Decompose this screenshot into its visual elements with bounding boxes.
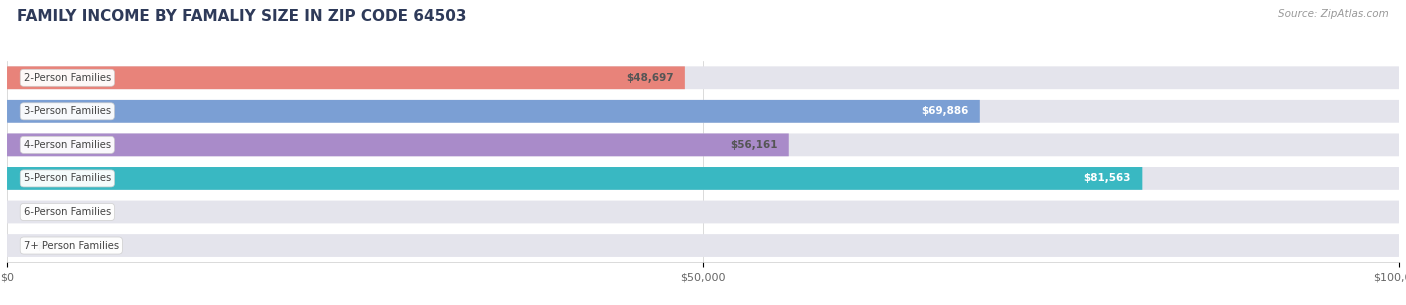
- FancyBboxPatch shape: [7, 66, 1399, 89]
- FancyBboxPatch shape: [7, 134, 1399, 156]
- Text: 3-Person Families: 3-Person Families: [24, 106, 111, 116]
- FancyBboxPatch shape: [7, 66, 685, 89]
- FancyBboxPatch shape: [7, 100, 1399, 123]
- Text: $0: $0: [35, 241, 49, 250]
- Text: $0: $0: [35, 207, 49, 217]
- Text: FAMILY INCOME BY FAMALIY SIZE IN ZIP CODE 64503: FAMILY INCOME BY FAMALIY SIZE IN ZIP COD…: [17, 9, 467, 24]
- Text: 6-Person Families: 6-Person Families: [24, 207, 111, 217]
- Text: 2-Person Families: 2-Person Families: [24, 73, 111, 83]
- FancyBboxPatch shape: [7, 100, 980, 123]
- Text: $56,161: $56,161: [730, 140, 778, 150]
- FancyBboxPatch shape: [7, 134, 789, 156]
- Text: $81,563: $81,563: [1084, 174, 1132, 183]
- FancyBboxPatch shape: [7, 201, 1399, 223]
- Text: 7+ Person Families: 7+ Person Families: [24, 241, 120, 250]
- Text: $48,697: $48,697: [626, 73, 673, 83]
- FancyBboxPatch shape: [7, 167, 1142, 190]
- Text: 5-Person Families: 5-Person Families: [24, 174, 111, 183]
- FancyBboxPatch shape: [7, 234, 1399, 257]
- FancyBboxPatch shape: [7, 167, 1399, 190]
- Text: 4-Person Families: 4-Person Families: [24, 140, 111, 150]
- Text: Source: ZipAtlas.com: Source: ZipAtlas.com: [1278, 9, 1389, 19]
- Text: $69,886: $69,886: [921, 106, 969, 116]
